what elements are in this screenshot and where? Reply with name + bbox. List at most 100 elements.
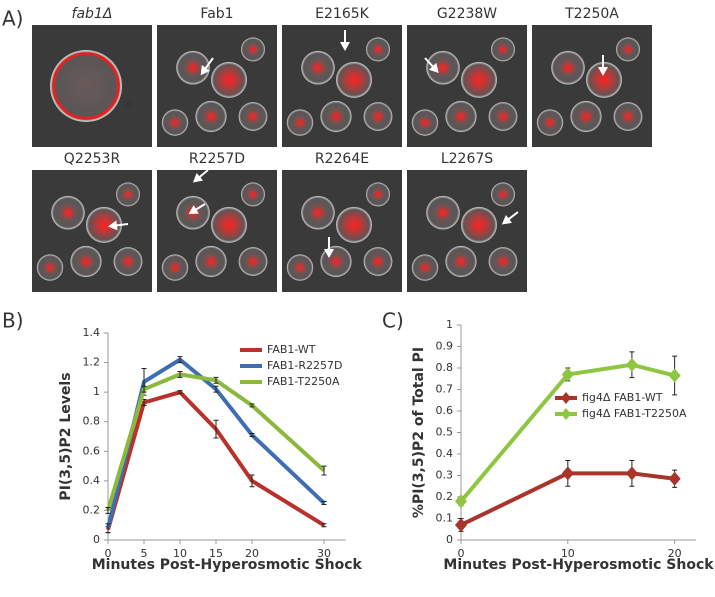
- vacuole: [578, 108, 594, 125]
- vacuole: [184, 59, 202, 77]
- series-line: [460, 471, 675, 527]
- vacuole: [293, 261, 307, 275]
- vacuole: [168, 261, 182, 275]
- vacuole: [372, 188, 384, 201]
- vacuole: [43, 261, 57, 275]
- x-axis-title: Minutes Post-Hyperosmotic Shock: [92, 557, 363, 573]
- image-label: E2165K: [315, 6, 369, 22]
- point: [668, 368, 681, 383]
- vacuole: [497, 43, 509, 56]
- y-tick-label: 0.8: [83, 415, 101, 428]
- error-bar: [321, 465, 327, 476]
- y-tick-label: 0: [446, 533, 453, 546]
- error-bar: [177, 356, 183, 364]
- panel-label: C): [382, 309, 404, 333]
- legend-label: FAB1-WT: [267, 343, 316, 356]
- y-tick-label: 0.6: [83, 444, 101, 457]
- x-tick-label: 0: [105, 547, 112, 560]
- image-label: G2238W: [437, 6, 497, 22]
- panel-label: A): [2, 7, 23, 31]
- vacuole: [453, 253, 469, 270]
- vacuole: [337, 63, 371, 97]
- x-tick-label: 0: [458, 547, 465, 560]
- x-axis-title: Minutes Post-Hyperosmotic Shock: [443, 557, 714, 573]
- error-bar: [105, 523, 111, 534]
- vacuole: [309, 59, 327, 77]
- micrograph: [532, 25, 652, 147]
- image-label: R2257D: [189, 151, 245, 167]
- panel-label: B): [2, 309, 24, 333]
- arrow-head: [200, 65, 210, 76]
- vacuole: [434, 59, 452, 77]
- legend-marker: [561, 392, 571, 404]
- error-bar: [177, 370, 183, 378]
- vacuole: [559, 59, 577, 77]
- arrow-head: [501, 214, 513, 225]
- y-tick-label: 0.9: [436, 340, 454, 353]
- vacuole: [328, 253, 344, 270]
- x-tick-label: 10: [561, 547, 575, 560]
- y-tick-label: 0.4: [436, 447, 454, 460]
- vacuole: [309, 204, 327, 222]
- cell: [50, 50, 122, 122]
- vacuole: [620, 109, 636, 124]
- vacuole: [52, 52, 120, 120]
- vacuole: [328, 108, 344, 125]
- vacuole: [462, 63, 496, 97]
- y-tick-label: 0.1: [436, 512, 454, 525]
- x-tick-label: 5: [141, 547, 148, 560]
- error-bar: [249, 433, 255, 437]
- vacuole: [245, 109, 261, 124]
- image-label: L2267S: [441, 151, 493, 167]
- vacuole: [247, 188, 259, 201]
- y-tick-label: 0.7: [436, 383, 454, 396]
- vacuole: [370, 254, 386, 269]
- vacuole: [168, 116, 182, 130]
- legend-label: fig4Δ FAB1-T2250A: [582, 407, 687, 420]
- y-tick-label: 1: [446, 318, 453, 331]
- x-tick-label: 20: [668, 547, 682, 560]
- vacuole: [212, 63, 246, 97]
- vacuole: [462, 208, 496, 242]
- series-line: [459, 362, 676, 503]
- vacuole: [418, 116, 432, 130]
- series-line: [106, 390, 326, 531]
- y-tick-label: 0.8: [436, 361, 454, 374]
- error-bar: [213, 376, 219, 384]
- vacuole: [293, 116, 307, 130]
- legend-label: FAB1-R2257D: [267, 359, 342, 372]
- y-tick-label: 0.2: [83, 503, 101, 516]
- micrograph: [282, 25, 402, 147]
- error-bar: [177, 390, 183, 395]
- legend-label: fig4Δ FAB1-WT: [582, 391, 663, 404]
- error-bar: [105, 506, 111, 514]
- y-tick-label: 1: [93, 385, 100, 398]
- vacuole: [122, 188, 134, 201]
- point: [455, 494, 467, 509]
- vacuole: [203, 108, 219, 125]
- error-bar: [213, 419, 219, 439]
- image-label: T2250A: [564, 6, 619, 22]
- vacuole: [59, 204, 77, 222]
- vacuole: [497, 188, 509, 201]
- vacuole: [622, 43, 634, 56]
- micrograph: [407, 25, 527, 147]
- image-label: Fab1: [200, 6, 233, 22]
- vacuole: [587, 63, 621, 97]
- vacuole: [543, 116, 557, 130]
- arrow-head: [188, 205, 199, 215]
- micrograph: [157, 169, 277, 292]
- y-tick-label: 1.4: [83, 326, 101, 339]
- y-tick-label: 0.4: [83, 474, 101, 487]
- y-axis-title: %PI(3,5)P2 of Total PI: [411, 347, 427, 518]
- point: [668, 471, 681, 486]
- vacuole: [245, 254, 261, 269]
- vacuole: [453, 108, 469, 125]
- vacuole: [87, 208, 121, 242]
- point: [455, 517, 467, 532]
- micrograph: [157, 25, 277, 147]
- arrow-head: [192, 172, 204, 183]
- vacuole: [495, 109, 511, 124]
- point: [625, 357, 638, 372]
